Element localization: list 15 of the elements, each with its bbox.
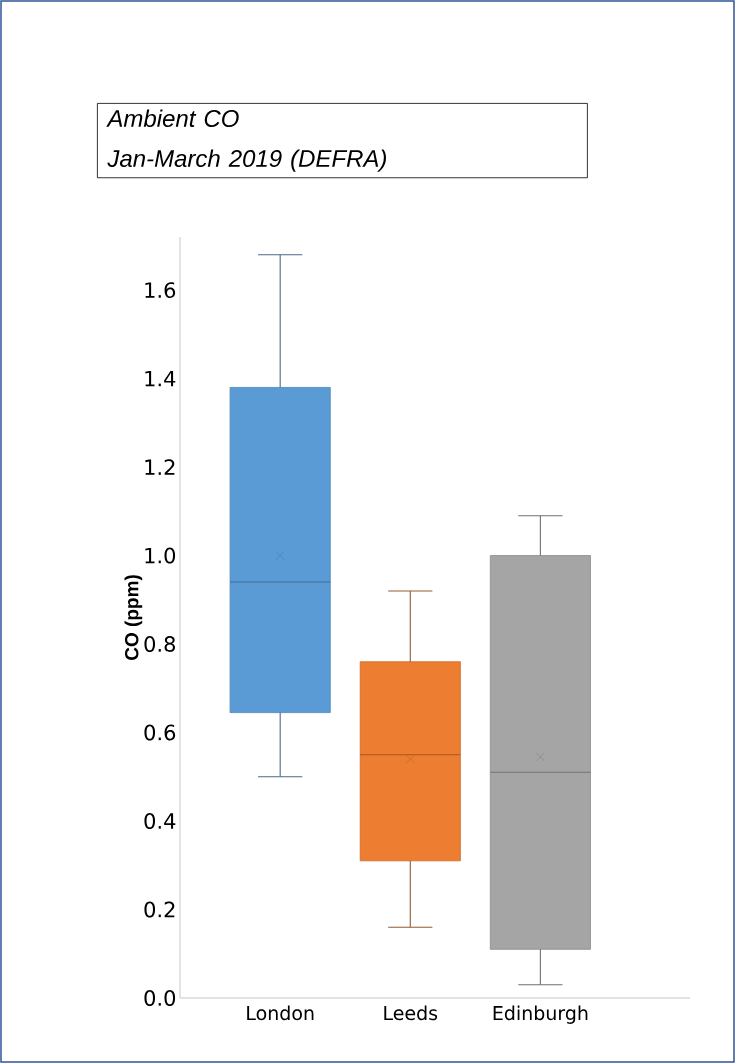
x-tick-label: Leeds — [384, 1005, 438, 1021]
y-tick-label: 0.0 — [144, 990, 176, 1006]
y-tick-label: 0.2 — [144, 901, 175, 918]
y-tick-label: 1.6 — [145, 282, 176, 299]
y-tick-label: 1.2 — [145, 459, 175, 475]
chart-title: Ambient CO — [106, 109, 239, 128]
y-tick-label: 0.4 — [144, 813, 176, 829]
y-tick-label: 1.4 — [145, 370, 176, 387]
y-axis-title: CO (ppm) — [124, 575, 143, 660]
x-tick-label: Edinburgh — [493, 1005, 588, 1024]
y-tick-label: 0.8 — [144, 636, 176, 652]
y-tick-label: 1.0 — [145, 547, 176, 564]
chart-subtitle: Jan-March 2019 (DEFRA) — [107, 149, 386, 172]
x-tick-label: London — [247, 1005, 314, 1021]
y-tick-label: 0.6 — [144, 724, 176, 741]
